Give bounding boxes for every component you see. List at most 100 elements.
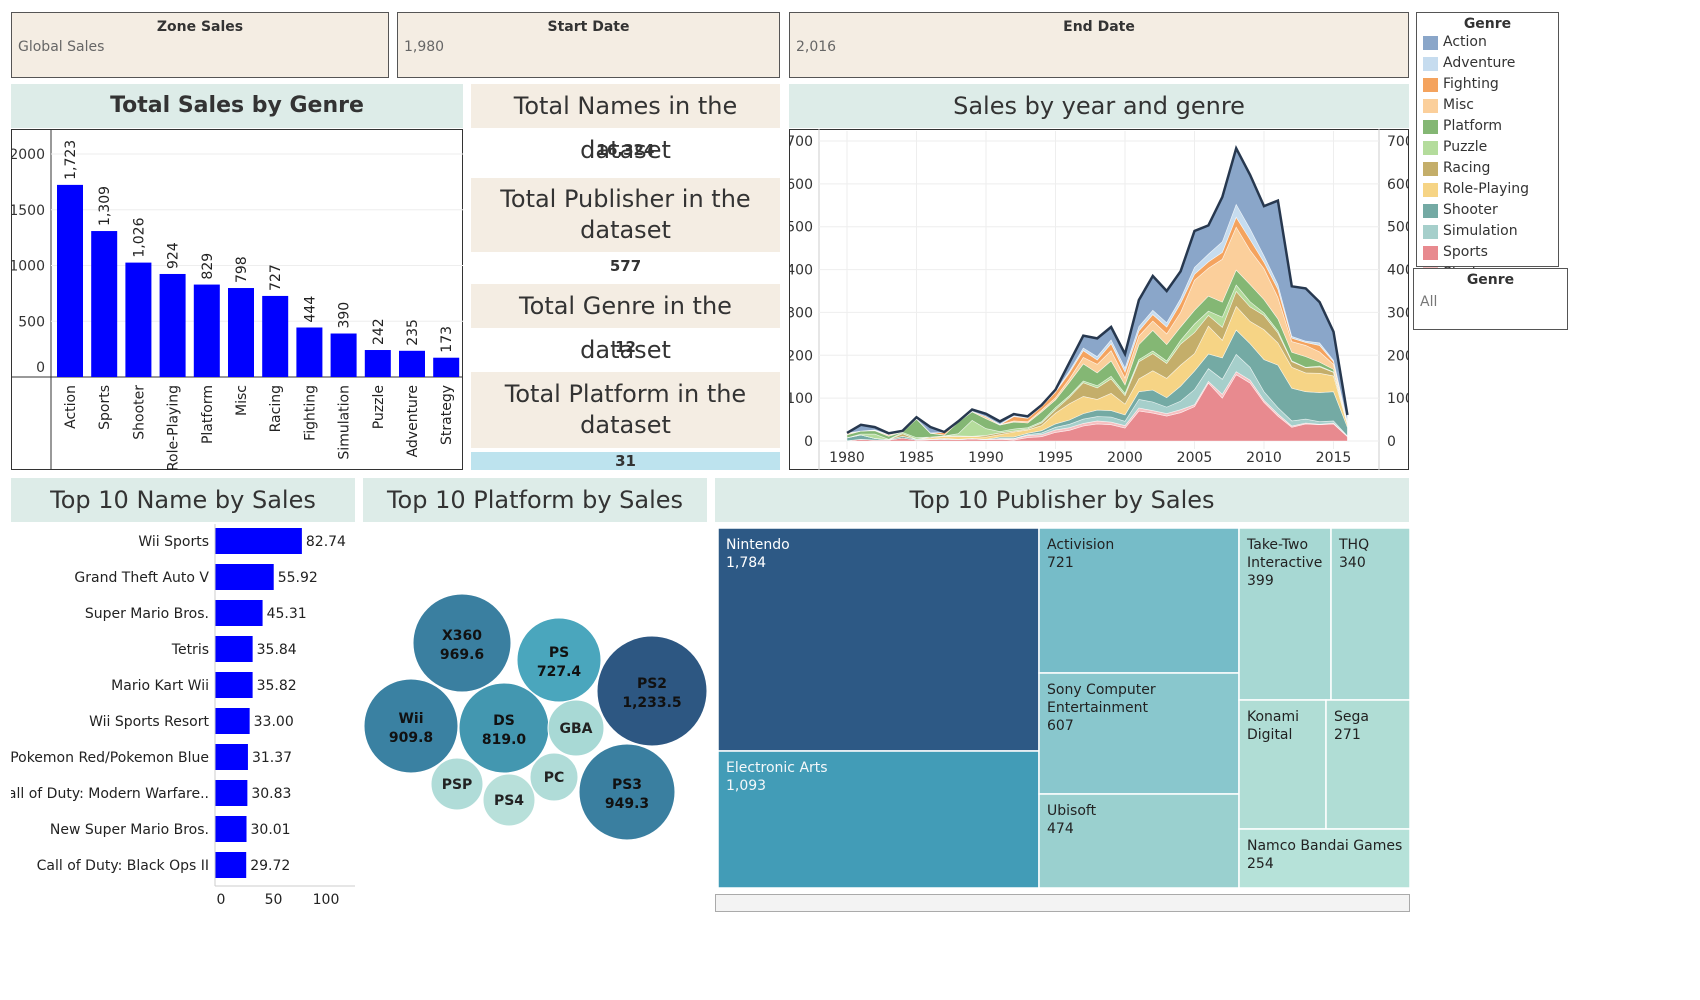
legend-item-action[interactable]: Action xyxy=(1417,32,1558,53)
bar-sports[interactable] xyxy=(91,231,118,377)
bubble-label: PS xyxy=(549,645,569,661)
legend-swatch xyxy=(1423,225,1438,239)
bar-category-label: Wii Sports xyxy=(138,534,209,550)
bubble-psp[interactable]: PSP xyxy=(430,757,484,811)
genre-filter-label: Genre xyxy=(1466,272,1515,288)
legend-item-sports[interactable]: Sports xyxy=(1417,242,1558,263)
treemap-label: Sony Computer xyxy=(1047,682,1156,698)
bar-super-mario-bros[interactable] xyxy=(215,600,263,626)
bar-simulation[interactable] xyxy=(330,333,357,377)
legend-swatch xyxy=(1423,120,1438,134)
treemap-cell-activision[interactable]: Activision 721 xyxy=(1038,527,1240,674)
legend-label: Shooter xyxy=(1443,202,1498,218)
bar-value-label: 35.82 xyxy=(257,678,297,694)
treemap-cell-konami-digital[interactable]: Konami Digital xyxy=(1238,699,1327,830)
bubble-label: PS3 xyxy=(612,777,642,793)
kpi-platform-title-line1: Total Platform in the xyxy=(504,380,747,408)
treemap-cell-namco-bandai-games[interactable]: Namco Bandai Games 254 xyxy=(1238,828,1411,889)
treemap-cell-ubisoft[interactable]: Ubisoft 474 xyxy=(1038,793,1240,889)
bubble-ps4[interactable]: PS4 xyxy=(482,773,536,827)
bar-call-of-duty-black-ops-ii[interactable] xyxy=(215,852,247,878)
legend-item-puzzle[interactable]: Puzzle xyxy=(1417,137,1558,158)
legend-item-platform[interactable]: Platform xyxy=(1417,116,1558,137)
legend-label: Fighting xyxy=(1443,76,1499,92)
y-tick-label-right: 200 xyxy=(1387,348,1409,364)
kpi-platform-title: Total Platform in the dataset xyxy=(471,372,780,448)
bar-fighting[interactable] xyxy=(296,327,323,377)
treemap-cell-sony-computer-entertainment[interactable]: Sony Computer Entertainment 607 xyxy=(1038,672,1240,795)
bar-role-playing[interactable] xyxy=(159,273,186,377)
legend-item-simulation[interactable]: Simulation xyxy=(1417,221,1558,242)
y-tick-label-right: 600 xyxy=(1387,177,1409,193)
bubble-x360[interactable]: X360 969.6 xyxy=(412,593,512,693)
legend-item-role-playing[interactable]: Role-Playing xyxy=(1417,179,1558,200)
legend-swatch xyxy=(1423,36,1438,50)
legend-item-fighting[interactable]: Fighting xyxy=(1417,74,1558,95)
bar-value-label: 727 xyxy=(268,264,284,291)
legend-swatch xyxy=(1423,183,1438,197)
treemap-label: Take-Two xyxy=(1246,537,1308,553)
legend-item-shooter[interactable]: Shooter xyxy=(1417,200,1558,221)
start-date-value[interactable]: 1,980 xyxy=(404,39,445,55)
bar-mario-kart-wii[interactable] xyxy=(215,672,253,698)
bar-action[interactable] xyxy=(57,184,83,377)
zone-sales-filter[interactable]: Zone Sales Global Sales xyxy=(11,12,389,78)
bubble-gba[interactable]: GBA xyxy=(547,699,605,757)
bubble-ps2[interactable]: PS2 1,233.5 xyxy=(596,635,707,747)
legend-swatch xyxy=(1423,204,1438,218)
x-tick-label: 0 xyxy=(217,892,226,908)
bar-misc[interactable] xyxy=(228,288,254,377)
total-outline xyxy=(846,144,1349,435)
end-date-filter[interactable]: End Date 2,016 xyxy=(789,12,1409,78)
bar-wii-sports[interactable] xyxy=(215,528,302,554)
horizontal-scrollbar[interactable] xyxy=(715,894,1410,912)
legend-label: Action xyxy=(1443,34,1487,50)
bubble-ds[interactable]: DS 819.0 xyxy=(458,682,550,774)
bar-grand-theft-auto-v[interactable] xyxy=(215,564,274,590)
x-tick-label: 1980 xyxy=(829,450,865,466)
bar-racing[interactable] xyxy=(262,295,289,377)
legend-item-misc[interactable]: Misc xyxy=(1417,95,1558,116)
treemap-cell-thq[interactable]: THQ 340 xyxy=(1330,527,1411,701)
bar-call-of-duty-modern-warfare[interactable] xyxy=(215,780,248,806)
legend-item-adventure[interactable]: Adventure xyxy=(1417,53,1558,74)
top-names-title: Top 10 Name by Sales xyxy=(11,478,355,522)
bubble-value: 727.4 xyxy=(537,664,582,680)
x-tick-label: 2010 xyxy=(1246,450,1282,466)
bubble-pc[interactable]: PC xyxy=(529,752,579,802)
start-date-filter[interactable]: Start Date 1,980 xyxy=(397,12,780,78)
treemap-cell-take-two-interactive[interactable]: Take-Two Interactive 399 xyxy=(1238,527,1332,701)
legend-label: Sports xyxy=(1443,244,1488,260)
zone-sales-value[interactable]: Global Sales xyxy=(18,39,105,55)
treemap-cell-nintendo[interactable]: Nintendo 1,784 xyxy=(717,527,1040,752)
genre-filter-value[interactable]: All xyxy=(1420,294,1438,310)
treemap-label: THQ xyxy=(1338,537,1369,553)
genre-legend: Genre Action Adventure Fighting Misc Platfor… xyxy=(1416,12,1559,281)
bar-platform[interactable] xyxy=(193,284,220,377)
bar-pokemon-red-pokemon-blue[interactable] xyxy=(215,744,248,770)
bubble-ps[interactable]: PS 727.4 xyxy=(516,617,602,703)
treemap-value: 399 xyxy=(1247,573,1274,589)
bar-tetris[interactable] xyxy=(215,636,253,662)
treemap-cell-sega[interactable]: Sega 271 xyxy=(1325,699,1411,830)
kpi-genre-title: Total Genre in the dataset xyxy=(471,284,780,364)
top-names-chart: Wii Sports 82.74 Grand Theft Auto V 55.92 Su… xyxy=(11,524,355,908)
bar-new-super-mario-bros[interactable] xyxy=(215,816,247,842)
genre-filter[interactable]: Genre All xyxy=(1413,268,1568,330)
x-tick-label: 1985 xyxy=(899,450,935,466)
bubble-wii[interactable]: Wii 909.8 xyxy=(363,678,459,774)
treemap-cell-electronic-arts[interactable]: Electronic Arts 1,093 xyxy=(717,750,1040,889)
legend-item-racing[interactable]: Racing xyxy=(1417,158,1558,179)
bar-shooter[interactable] xyxy=(125,262,152,377)
zone-sales-label: Zone Sales xyxy=(156,19,244,35)
bar-strategy[interactable] xyxy=(433,357,460,377)
x-tick-label: Platform xyxy=(200,385,216,444)
bar-puzzle[interactable] xyxy=(364,350,391,377)
y-tick-label-left: 600 xyxy=(789,177,813,193)
bar-value-label: 235 xyxy=(405,319,421,346)
end-date-value[interactable]: 2,016 xyxy=(796,39,837,55)
bubble-ps3[interactable]: PS3 949.3 xyxy=(578,743,676,841)
bar-wii-sports-resort[interactable] xyxy=(215,708,250,734)
bubble-label: X360 xyxy=(442,628,482,644)
bar-adventure[interactable] xyxy=(399,350,425,377)
